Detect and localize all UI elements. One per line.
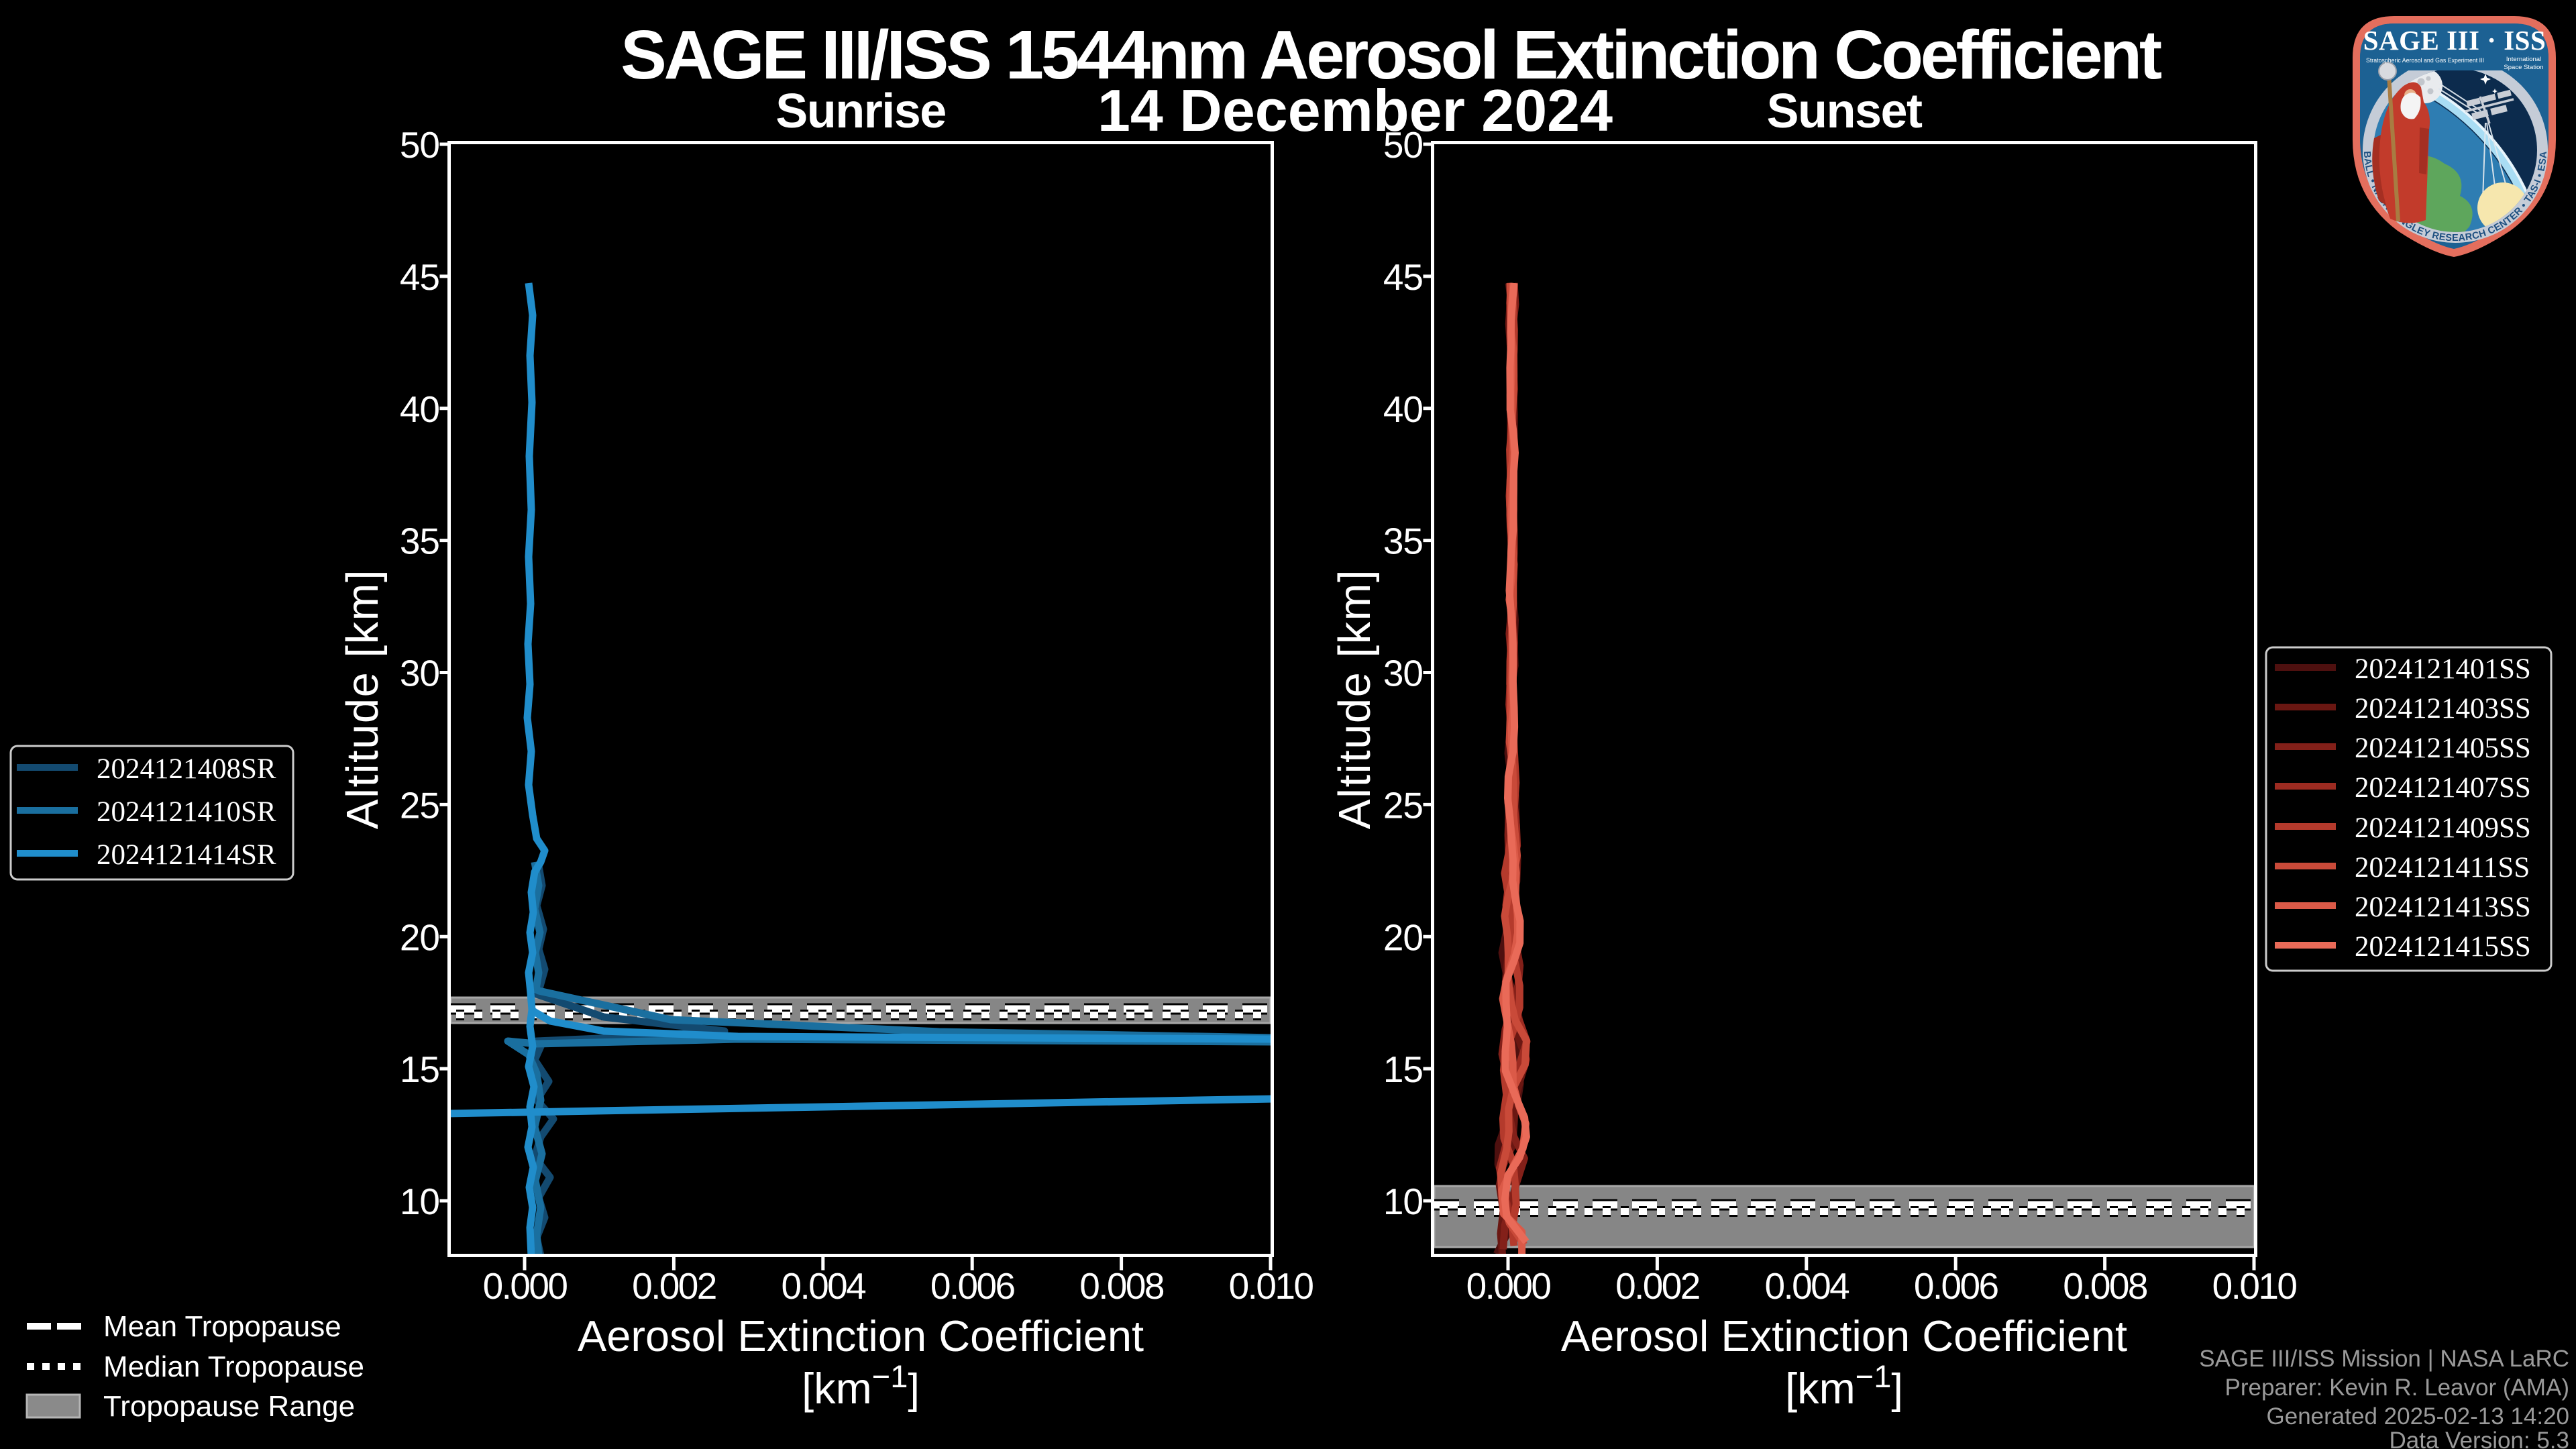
svg-text:SAGE III/ISS 1544nm Aerosol Ex: SAGE III/ISS 1544nm Aerosol Extinction C…	[621, 16, 2162, 93]
svg-text:15: 15	[1383, 1049, 1423, 1090]
svg-text:0.000: 0.000	[1466, 1265, 1551, 1307]
svg-text:Sunset: Sunset	[1766, 85, 1923, 138]
svg-text:0.004: 0.004	[1764, 1265, 1849, 1307]
svg-text:35: 35	[1383, 521, 1423, 562]
svg-text:2024121403SS: 2024121403SS	[2355, 693, 2531, 724]
svg-text:45: 45	[1383, 256, 1423, 298]
svg-text:30: 30	[1383, 653, 1423, 694]
svg-text:2024121415SS: 2024121415SS	[2355, 931, 2531, 963]
svg-text:Aerosol Extinction Coefficient: Aerosol Extinction Coefficient	[1561, 1311, 2127, 1360]
svg-text:Altitude [km]: Altitude [km]	[337, 569, 388, 829]
svg-text:2024121414SR: 2024121414SR	[97, 839, 276, 871]
svg-text:2024121407SS: 2024121407SS	[2355, 772, 2531, 804]
svg-text:25: 25	[1383, 784, 1423, 826]
svg-text:2024121405SS: 2024121405SS	[2355, 733, 2531, 764]
svg-text:0.008: 0.008	[1079, 1265, 1164, 1307]
svg-text:2024121408SR: 2024121408SR	[97, 753, 276, 785]
svg-text:Sunrise: Sunrise	[775, 85, 946, 138]
svg-text:15: 15	[400, 1049, 439, 1090]
svg-text:0.006: 0.006	[1914, 1265, 1998, 1307]
svg-text:Generated 2025-02-13 14:20: Generated 2025-02-13 14:20	[2267, 1403, 2569, 1430]
svg-text:Mean Tropopause: Mean Tropopause	[103, 1310, 341, 1343]
svg-text:40: 40	[400, 388, 439, 430]
svg-text:Median Tropopause: Median Tropopause	[103, 1350, 364, 1383]
svg-text:0.000: 0.000	[483, 1265, 568, 1307]
svg-text:2024121413SS: 2024121413SS	[2355, 892, 2531, 923]
svg-text:25: 25	[400, 784, 439, 826]
svg-text:20: 20	[400, 916, 439, 958]
svg-text:Space Station: Space Station	[2504, 64, 2543, 71]
svg-text:Stratospheric Aerosol and Gas: Stratospheric Aerosol and Gas Experiment…	[2366, 57, 2484, 64]
svg-text:Data Version: 5.3: Data Version: 5.3	[2390, 1428, 2570, 1449]
svg-text:30: 30	[400, 653, 439, 694]
svg-text:2024121401SS: 2024121401SS	[2355, 653, 2531, 685]
svg-text:2024121410SR: 2024121410SR	[97, 796, 276, 828]
svg-text:0.002: 0.002	[1615, 1265, 1699, 1307]
svg-text:0.010: 0.010	[2212, 1265, 2297, 1307]
svg-text:International: International	[2506, 56, 2541, 63]
svg-text:50: 50	[1383, 124, 1423, 166]
svg-text:10: 10	[400, 1181, 439, 1222]
svg-text:35: 35	[400, 521, 439, 562]
svg-text:40: 40	[1383, 388, 1423, 430]
svg-text:SAGE III/ISS Mission | NASA La: SAGE III/ISS Mission | NASA LaRC	[2199, 1346, 2569, 1372]
svg-text:20: 20	[1383, 916, 1423, 958]
svg-text:0.006: 0.006	[930, 1265, 1015, 1307]
svg-text:50: 50	[400, 124, 439, 166]
svg-text:0.010: 0.010	[1229, 1265, 1313, 1307]
svg-text:14 December 2024: 14 December 2024	[1097, 77, 1613, 144]
svg-text:10: 10	[1383, 1181, 1423, 1222]
svg-text:0.002: 0.002	[632, 1265, 716, 1307]
svg-text:SAGE III · ISS: SAGE III · ISS	[2363, 25, 2546, 56]
svg-text:2024121409SS: 2024121409SS	[2355, 812, 2531, 844]
svg-text:Preparer: Kevin R. Leavor (AMA: Preparer: Kevin R. Leavor (AMA)	[2224, 1375, 2569, 1401]
svg-text:Aerosol Extinction Coefficient: Aerosol Extinction Coefficient	[578, 1311, 1144, 1360]
svg-text:0.004: 0.004	[781, 1265, 865, 1307]
svg-text:2024121411SS: 2024121411SS	[2355, 852, 2530, 883]
svg-text:Altitude [km]: Altitude [km]	[1330, 569, 1380, 829]
svg-text:Tropopause Range: Tropopause Range	[103, 1390, 355, 1423]
svg-text:0.008: 0.008	[2063, 1265, 2147, 1307]
svg-text:45: 45	[400, 256, 439, 298]
